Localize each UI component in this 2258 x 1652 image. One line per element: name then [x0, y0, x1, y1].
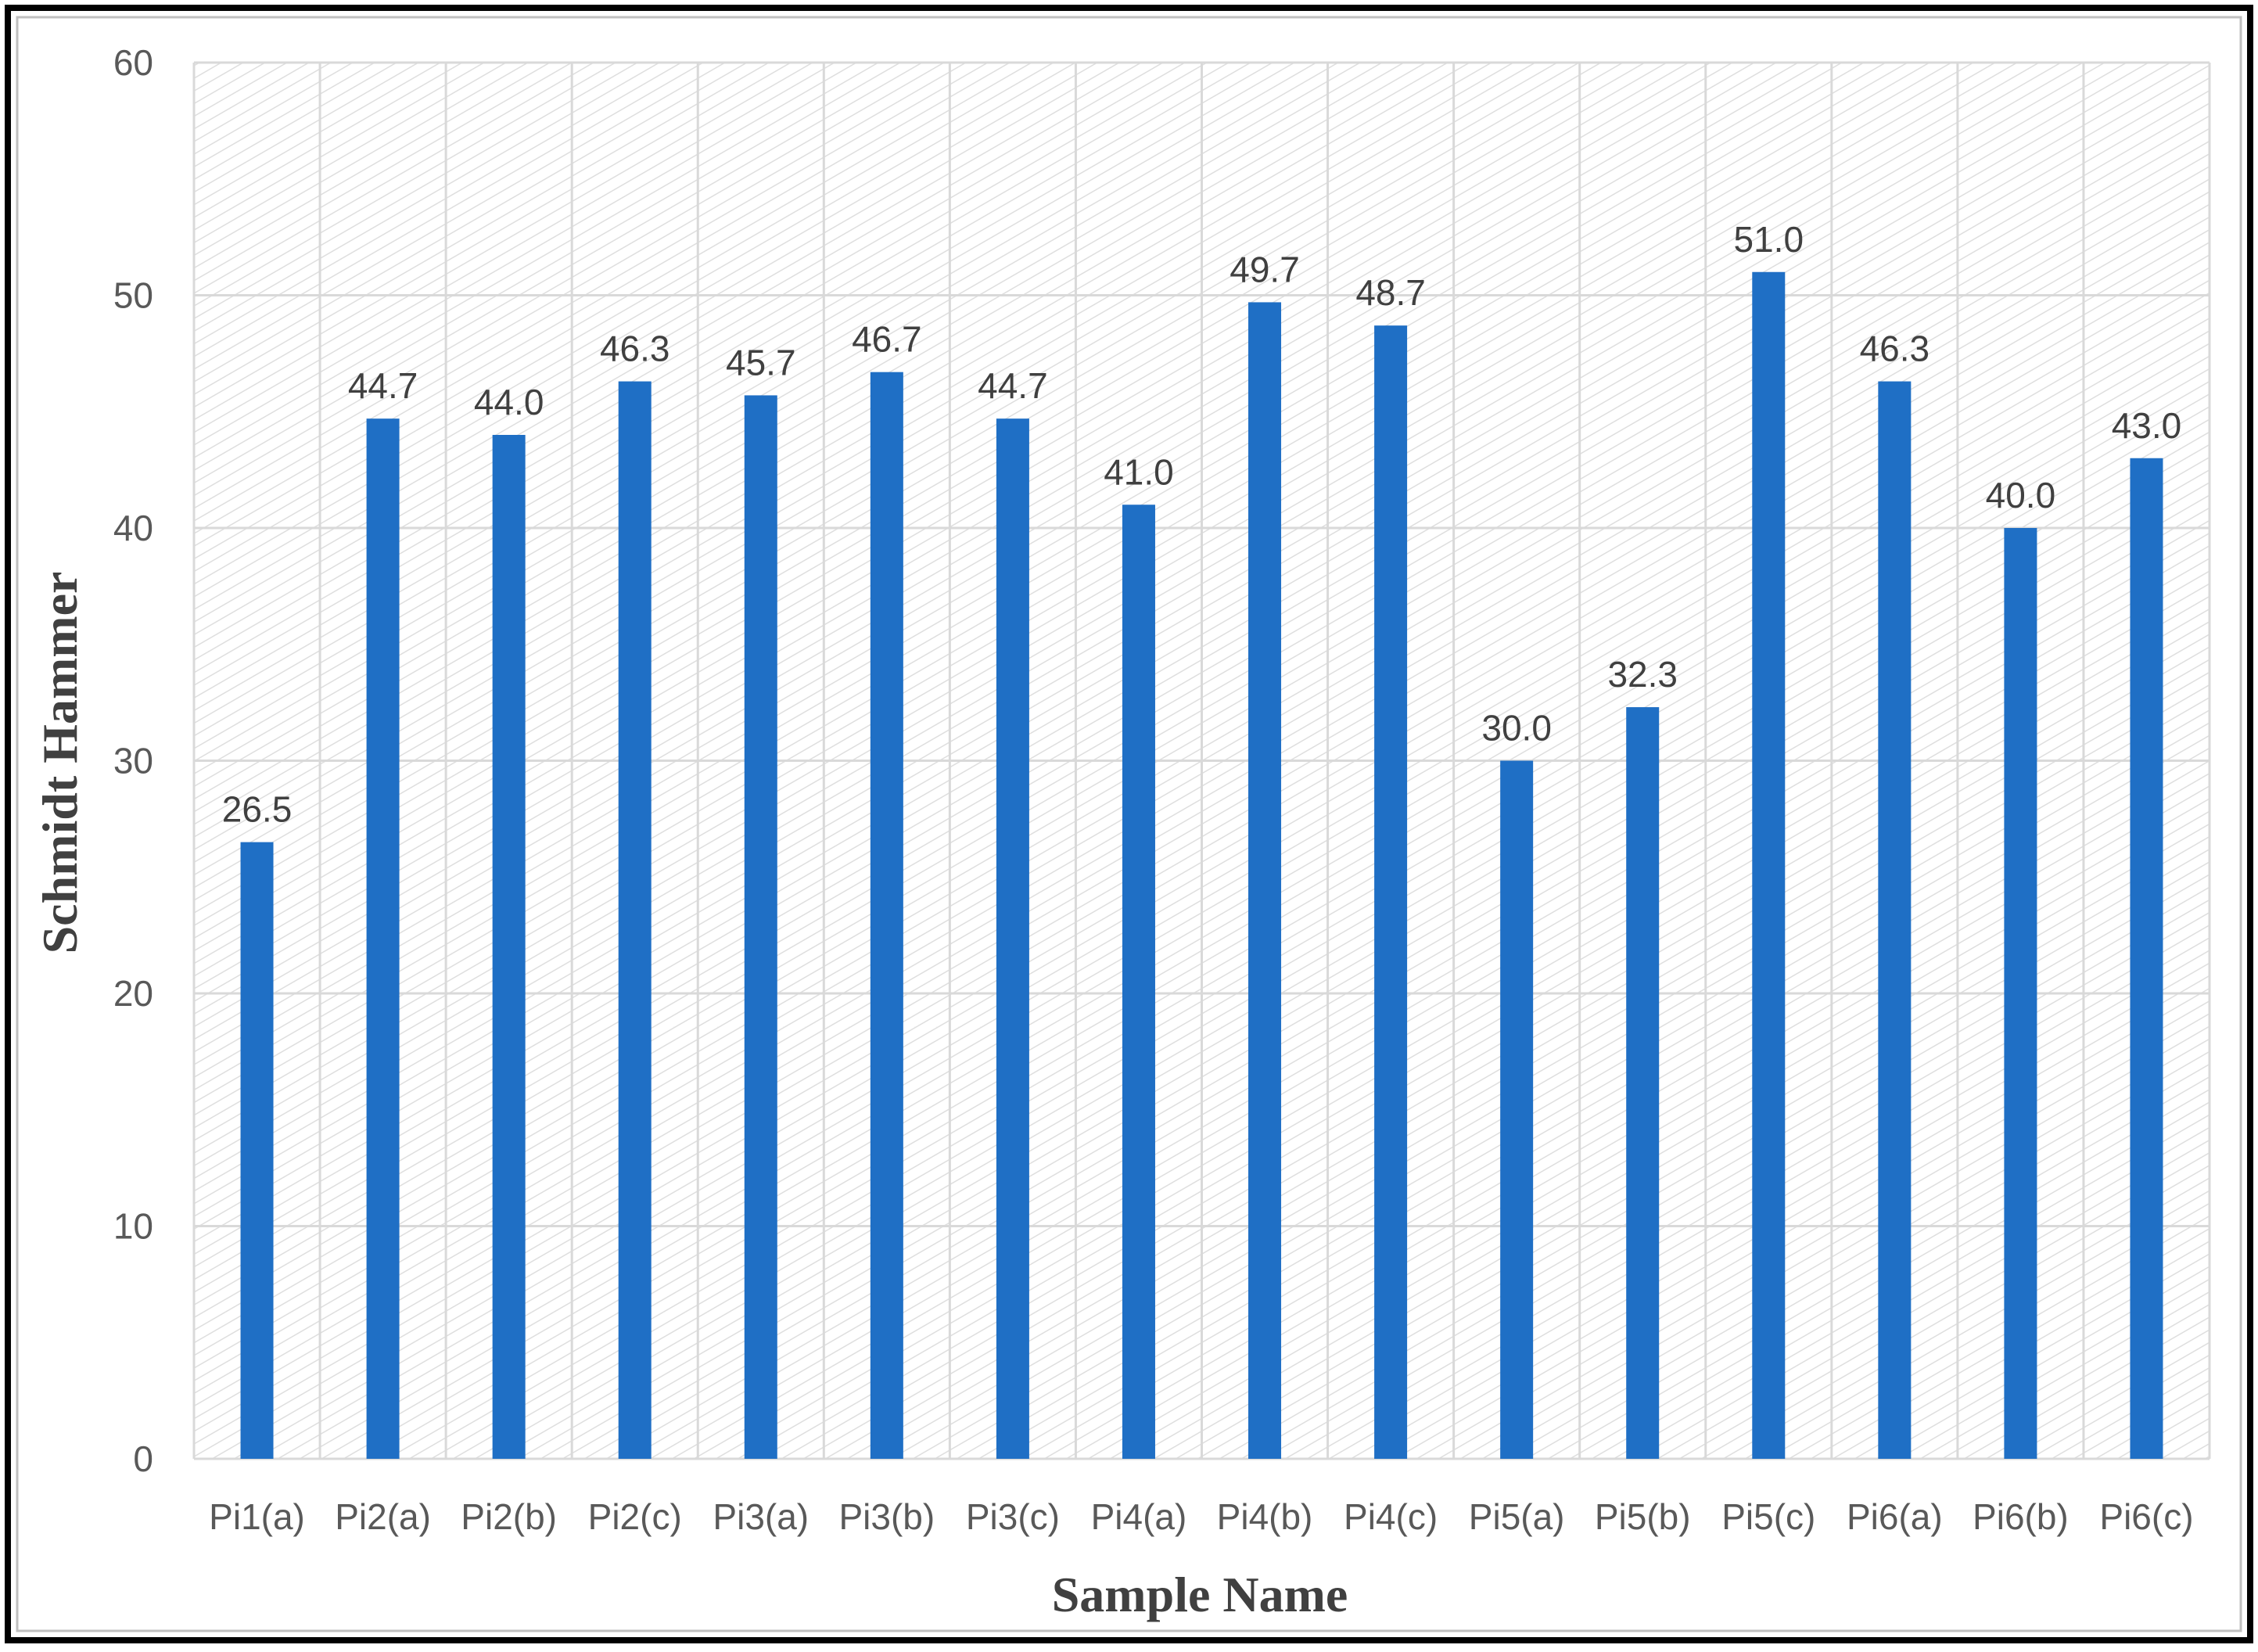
- data-label: 48.7: [1355, 272, 1426, 313]
- inner-border: [16, 16, 2242, 1632]
- bar: [492, 435, 526, 1459]
- bar: [366, 418, 400, 1459]
- bar: [1626, 707, 1660, 1459]
- data-label: 46.7: [852, 319, 922, 360]
- bar: [744, 395, 777, 1459]
- bar: [2130, 458, 2163, 1459]
- x-axis-title: Sample Name: [1052, 1567, 1348, 1622]
- x-tick-label: Pi3(c): [966, 1496, 1060, 1537]
- x-tick-label: Pi2(c): [588, 1496, 682, 1537]
- y-tick-label: 30: [113, 741, 153, 781]
- data-label: 26.5: [222, 789, 293, 830]
- bar: [1500, 760, 1534, 1459]
- data-label: 49.7: [1230, 249, 1300, 289]
- data-label: 32.3: [1607, 654, 1678, 695]
- plot-area: 26.5 44.7 44.0 46.3 45.7 46.7 44.7 41.0 49.7 48.7…: [192, 61, 2211, 1460]
- y-axis-title: Schmidt Hammer: [32, 572, 88, 954]
- x-tick-label: Pi1(a): [209, 1496, 305, 1537]
- bar: [240, 842, 274, 1459]
- y-gridlines: [194, 61, 2210, 1460]
- x-tick-label: Pi6(b): [1973, 1496, 2069, 1537]
- y-tick-label: 20: [113, 973, 153, 1014]
- bar: [1752, 271, 1786, 1459]
- x-tick-label: Pi4(b): [1217, 1496, 1313, 1537]
- y-tick-label: 60: [113, 42, 153, 83]
- y-tick-label: 40: [113, 508, 153, 548]
- bar: [996, 418, 1029, 1459]
- bar: [2004, 528, 2037, 1459]
- bar: [1878, 381, 1912, 1460]
- x-axis-ticks: Pi1(a) Pi2(a) Pi2(b) Pi2(c) Pi3(a) Pi3(b) Pi3(…: [209, 1496, 2193, 1537]
- data-label: 30.0: [1481, 708, 1552, 749]
- data-label: 41.0: [1104, 451, 1174, 492]
- x-tick-label: Pi6(a): [1847, 1496, 1943, 1537]
- data-label: 51.0: [1734, 219, 1804, 260]
- bar: [1374, 325, 1408, 1459]
- data-label: 43.0: [2112, 405, 2182, 446]
- x-tick-label: Pi2(a): [335, 1496, 431, 1537]
- x-tick-label: Pi5(b): [1595, 1496, 1691, 1537]
- y-tick-label: 0: [133, 1438, 153, 1479]
- x-tick-label: Pi3(b): [838, 1496, 935, 1537]
- y-tick-label: 50: [113, 275, 153, 316]
- data-label: 46.3: [1860, 329, 1930, 369]
- x-tick-label: Pi4(c): [1344, 1496, 1438, 1537]
- x-tick-label: Pi6(c): [2099, 1496, 2193, 1537]
- bar: [618, 381, 652, 1460]
- x-tick-label: Pi5(c): [1721, 1496, 1815, 1537]
- data-label: 44.7: [348, 365, 418, 406]
- x-tick-label: Pi5(a): [1469, 1496, 1565, 1537]
- bar: [870, 372, 903, 1459]
- data-labels: 26.5 44.7 44.0 46.3 45.7 46.7 44.7 41.0 49.7 48.7…: [222, 219, 2181, 830]
- data-label: 46.3: [600, 329, 670, 369]
- bars: [240, 271, 2163, 1460]
- x-tick-label: Pi3(a): [713, 1496, 809, 1537]
- data-label: 45.7: [726, 342, 796, 382]
- data-label: 40.0: [1986, 475, 2056, 515]
- x-tick-label: Pi4(a): [1091, 1496, 1187, 1537]
- bar: [1248, 302, 1282, 1459]
- data-label: 44.7: [978, 365, 1048, 406]
- x-tick-label: Pi2(b): [461, 1496, 557, 1537]
- data-label: 44.0: [474, 382, 544, 422]
- y-axis-ticks: 0 10 20 30 40 50 60: [113, 42, 153, 1479]
- bar: [1122, 505, 1155, 1459]
- y-tick-label: 10: [113, 1206, 153, 1247]
